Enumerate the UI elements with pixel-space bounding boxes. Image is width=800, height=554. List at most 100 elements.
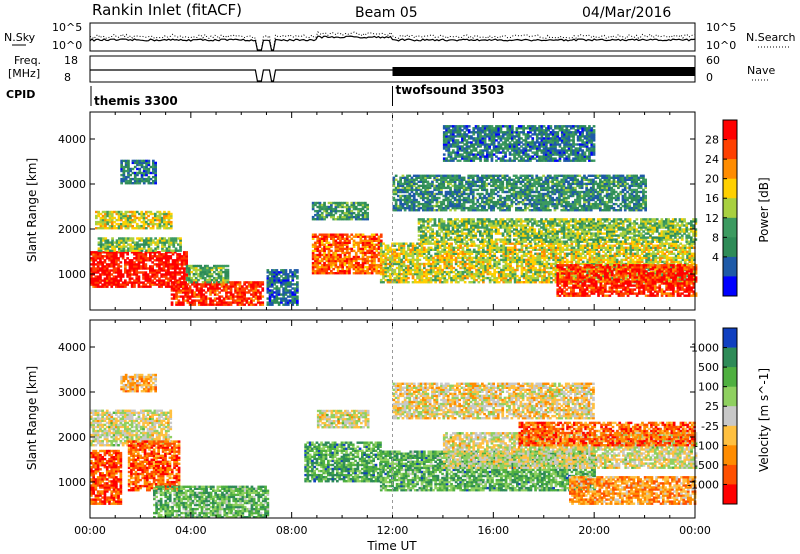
data-cell — [423, 262, 426, 266]
data-cell — [320, 257, 324, 261]
data-cell — [293, 283, 297, 286]
data-cell — [402, 270, 406, 274]
data-cell — [144, 259, 148, 262]
data-cell — [120, 179, 123, 183]
data-cell — [416, 242, 419, 245]
data-cell — [135, 281, 139, 284]
data-cell — [435, 238, 439, 241]
data-cell — [561, 256, 565, 260]
data-cell — [431, 224, 434, 227]
data-cell — [364, 209, 367, 213]
data-cell — [366, 207, 369, 211]
data-cell — [175, 301, 178, 304]
data-cell — [133, 265, 136, 268]
data-cell — [210, 278, 214, 282]
data-cell — [158, 263, 161, 266]
data-cell — [377, 253, 381, 257]
data-cell — [152, 167, 155, 171]
data-cell — [536, 270, 540, 274]
data-cell — [115, 269, 118, 272]
data-cell — [231, 295, 235, 298]
data-cell — [110, 220, 114, 224]
data-cell — [219, 274, 223, 278]
data-cell — [92, 279, 95, 282]
data-cell — [341, 201, 344, 205]
data-cell — [373, 251, 376, 255]
data-cell — [663, 260, 667, 264]
data-cell — [513, 270, 517, 274]
data-cell — [602, 246, 605, 249]
data-cell — [318, 249, 322, 253]
data-cell — [124, 249, 128, 252]
data-cell — [106, 227, 110, 230]
data-cell — [147, 218, 150, 222]
data-cell — [129, 247, 132, 250]
data-cell — [161, 237, 164, 240]
data-cell — [151, 212, 155, 216]
data-cell — [174, 247, 178, 250]
data-cell — [531, 246, 535, 249]
data-cell — [122, 171, 126, 175]
data-cell — [164, 253, 168, 256]
data-cell — [156, 241, 160, 244]
data-cell — [173, 259, 177, 262]
data-cell — [273, 287, 276, 290]
data-cell — [145, 249, 148, 252]
data-cell — [525, 244, 528, 247]
data-cell — [227, 287, 231, 290]
data-cell — [423, 246, 426, 249]
data-cell — [163, 216, 166, 220]
data-cell — [124, 281, 127, 284]
data-cell — [460, 218, 464, 221]
data-cell — [142, 177, 146, 181]
data-cell — [149, 182, 153, 185]
data-cell — [176, 257, 179, 260]
data-cell — [431, 228, 434, 231]
data-cell — [160, 224, 164, 228]
data-cell — [90, 257, 93, 260]
data-cell — [250, 297, 253, 300]
data-cell — [314, 213, 317, 217]
data-cell — [127, 175, 130, 179]
data-cell — [152, 163, 155, 167]
data-cell — [206, 268, 209, 272]
data-cell — [175, 289, 178, 292]
data-cell — [493, 281, 496, 284]
data-cell — [193, 283, 197, 286]
data-cell — [661, 248, 664, 251]
data-cell — [440, 236, 444, 239]
data-cell — [96, 261, 100, 264]
data-cell — [133, 218, 137, 222]
data-cell — [127, 163, 130, 167]
data-cell — [188, 270, 191, 274]
data-cell — [407, 246, 410, 249]
data-cell — [151, 273, 154, 276]
data-cell — [119, 261, 123, 264]
data-cell — [126, 281, 129, 284]
data-cell — [311, 249, 315, 253]
data-cell — [361, 239, 365, 242]
data-cell — [177, 299, 181, 302]
data-cell — [207, 303, 210, 306]
data-cell — [147, 175, 151, 179]
data-cell — [377, 235, 381, 238]
data-cell — [127, 167, 130, 171]
data-cell — [325, 247, 329, 251]
data-cell — [169, 251, 173, 254]
data-cell — [112, 271, 116, 274]
data-cell — [133, 283, 136, 286]
data-cell — [186, 293, 190, 296]
data-cell — [94, 269, 98, 272]
data-cell — [311, 237, 315, 240]
data-cell — [119, 253, 123, 256]
data-cell — [379, 266, 383, 270]
data-cell — [261, 303, 265, 306]
data-cell — [133, 243, 137, 246]
freq-label-1: Freq. — [14, 54, 41, 67]
data-cell — [361, 207, 365, 211]
data-cell — [162, 257, 166, 260]
data-cell — [547, 281, 551, 284]
data-cell — [268, 277, 272, 280]
data-cell — [165, 227, 169, 230]
data-cell — [172, 245, 176, 248]
